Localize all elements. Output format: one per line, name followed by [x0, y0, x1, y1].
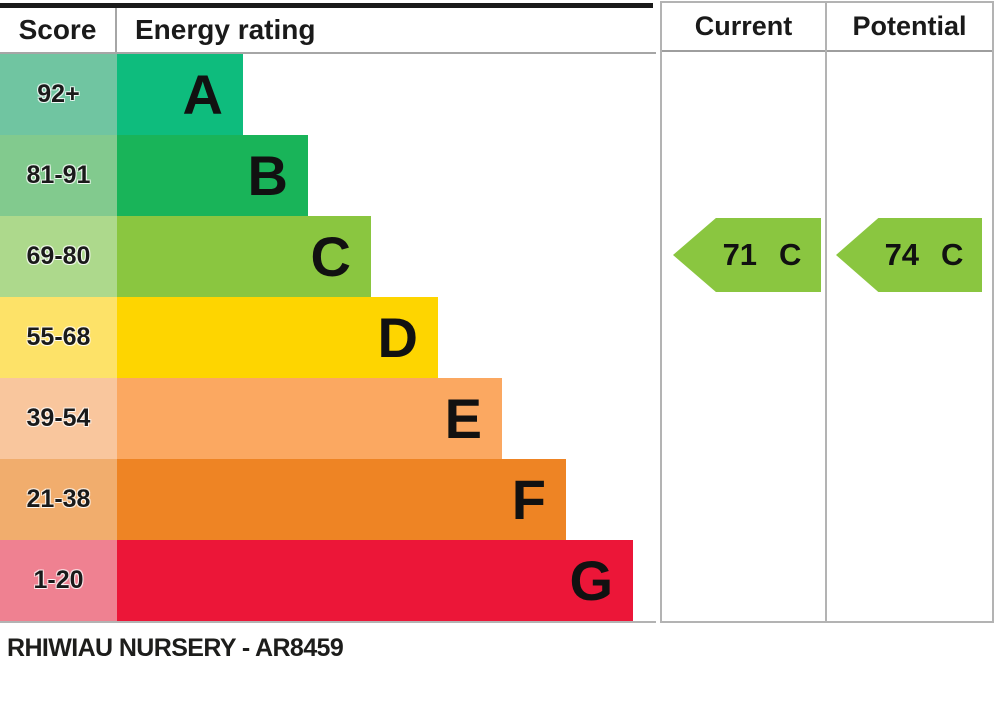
band-letter: A [182, 62, 223, 126]
table-top-border [0, 3, 653, 8]
band-bar-b: B [117, 135, 308, 216]
band-bar-g: G [117, 540, 633, 621]
band-letter: C [310, 224, 351, 288]
potential-column: Potential [825, 1, 994, 623]
band-letter: D [377, 305, 418, 369]
score-range-label: 1-20 [0, 540, 117, 621]
score-range-label: 21-38 [0, 459, 117, 540]
score-range-label: 55-68 [0, 297, 117, 378]
energy-rating-column-header: Energy rating [135, 14, 316, 45]
current-column-header: Current [662, 3, 825, 52]
current-rating-band: C [779, 237, 802, 272]
potential-rating-band: C [941, 237, 964, 272]
potential-column-header: Potential [827, 3, 992, 52]
current-rating-value: 71 [722, 237, 758, 272]
band-bar-c: C [117, 216, 371, 297]
band-bar-a: A [117, 54, 243, 135]
band-bar-e: E [117, 378, 502, 459]
score-range-label: 92+ [0, 54, 117, 135]
score-column-header: Score [0, 8, 117, 52]
band-row-a: 92+ A [0, 54, 656, 135]
score-range-label: 81-91 [0, 135, 117, 216]
band-rows: 92+ A 81-91 B 69-80 C 55-68 D 39-54 E 21-38 F 1-20 G [0, 54, 656, 623]
score-range-label: 39-54 [0, 378, 117, 459]
band-row-b: 81-91 B [0, 135, 656, 216]
property-reference-label: RHIWIAU NURSERY - AR8459 [7, 634, 344, 662]
table-header-row: Score Energy rating [0, 8, 656, 54]
band-letter: E [444, 386, 482, 450]
band-row-c: 69-80 C [0, 216, 656, 297]
band-letter: B [247, 143, 288, 207]
score-range-label: 69-80 [0, 216, 117, 297]
potential-rating-value: 74 [884, 237, 920, 272]
rating-table: Score Energy rating 92+ A 81-91 B 69-80 C 55-6… [0, 3, 656, 623]
band-row-d: 55-68 D [0, 297, 656, 378]
current-column: Current [660, 1, 827, 623]
band-row-e: 39-54 E [0, 378, 656, 459]
band-letter: F [511, 467, 546, 531]
band-bar-f: F [117, 459, 566, 540]
band-row-f: 21-38 F [0, 459, 656, 540]
band-bar-d: D [117, 297, 438, 378]
band-letter: G [569, 548, 613, 612]
band-row-g: 1-20 G [0, 540, 656, 621]
